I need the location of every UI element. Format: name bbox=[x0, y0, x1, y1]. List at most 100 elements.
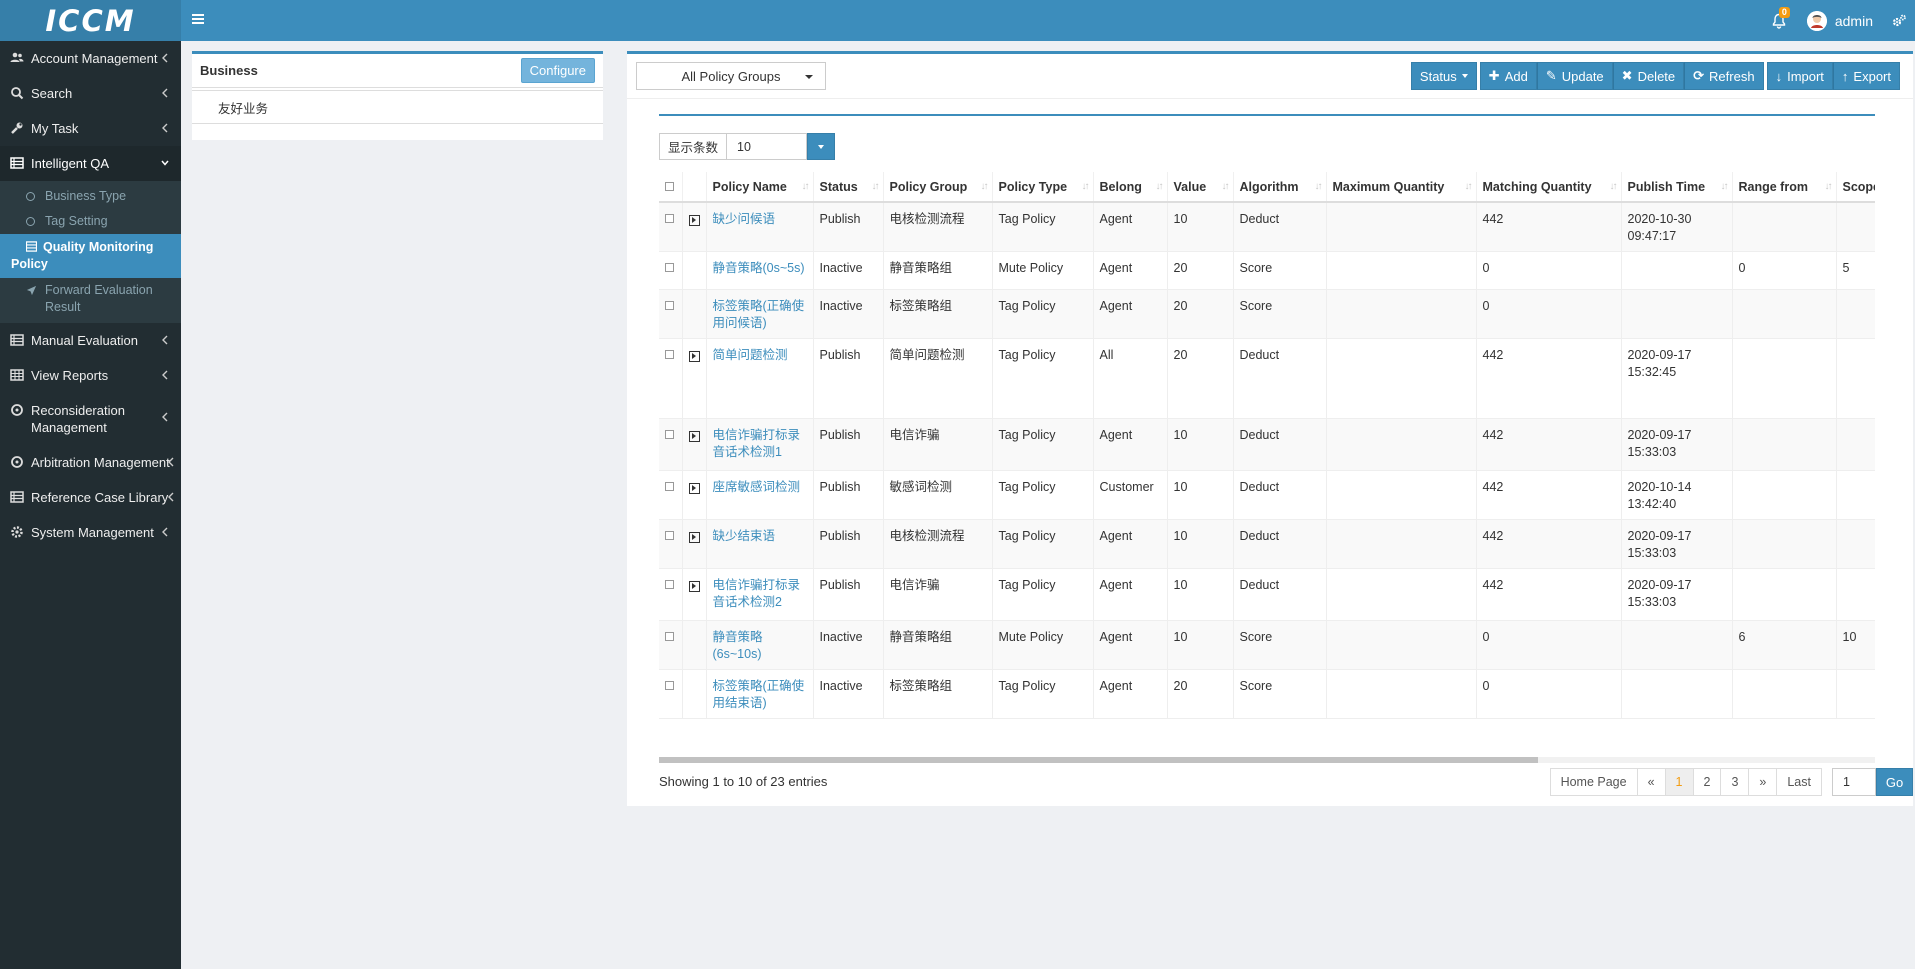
pager-page-2[interactable]: 2 bbox=[1693, 768, 1722, 796]
expand-row-icon[interactable] bbox=[688, 350, 700, 362]
row-checkbox-cell[interactable] bbox=[659, 338, 683, 419]
column-header-maximum-quantity[interactable]: Maximum Quantity ↓↑ bbox=[1326, 172, 1477, 203]
sidebar-subitem-business-type[interactable]: Business Type bbox=[0, 181, 181, 209]
row-checkbox-cell[interactable] bbox=[659, 568, 683, 621]
gears-icon[interactable] bbox=[1891, 13, 1907, 29]
user-name[interactable]: admin bbox=[1834, 12, 1873, 29]
table-row[interactable]: 缺少问候语 Publish 电核检测流程 Tag Policy Agent 10 Deduc… bbox=[659, 202, 1875, 252]
column-header-policy-name[interactable]: Policy Name ↓↑ bbox=[706, 172, 814, 203]
scrollbar-thumb[interactable] bbox=[659, 757, 1538, 763]
table-row[interactable]: 简单问题检测 Publish 简单问题检测 Tag Policy All 20 Deduct… bbox=[659, 338, 1875, 419]
column-header-status[interactable]: Status ↓↑ bbox=[813, 172, 884, 203]
expand-row-icon[interactable] bbox=[688, 580, 700, 592]
policy-name-link[interactable]: 静音策略(0s~5s) bbox=[712, 261, 805, 275]
column-header-policy-group[interactable]: Policy Group ↓↑ bbox=[883, 172, 993, 203]
table-row[interactable]: 座席敏感词检测 Publish 敏感词检测 Tag Policy Customer 10 D… bbox=[659, 470, 1875, 520]
sidebar-toggle-icon[interactable] bbox=[192, 12, 204, 28]
sidebar-item-arbitration-management[interactable]: Arbitration Management bbox=[0, 445, 181, 480]
configure-button[interactable]: Configure bbox=[520, 58, 595, 83]
sidebar-subitem-forward-evaluation-result[interactable]: Forward Evaluation Result bbox=[0, 278, 181, 323]
sidebar-item-search[interactable]: Search bbox=[0, 76, 181, 111]
policy-name-link[interactable]: 缺少结束语 bbox=[712, 529, 776, 543]
row-expander-cell[interactable] bbox=[682, 519, 707, 569]
column-header-algorithm[interactable]: Algorithm ↓↑ bbox=[1233, 172, 1327, 203]
policy-name-link[interactable]: 缺少问候语 bbox=[712, 212, 776, 226]
row-checkbox[interactable] bbox=[665, 482, 674, 491]
sidebar-item-my-task[interactable]: My Task bbox=[0, 111, 181, 146]
column-header-range-from[interactable]: Range from ↓↑ bbox=[1732, 172, 1837, 203]
row-checkbox-cell[interactable] bbox=[659, 202, 683, 252]
policy-name-link[interactable]: 静音策略(6s~10s) bbox=[712, 630, 763, 661]
policy-table-container[interactable]: Policy Name ↓↑ Status ↓↑ Policy Group ↓↑ Po… bbox=[659, 172, 1875, 756]
select-all-checkbox[interactable] bbox=[665, 182, 674, 191]
sidebar-item-view-reports[interactable]: View Reports bbox=[0, 358, 181, 393]
pager-last[interactable]: Last bbox=[1777, 768, 1822, 796]
expand-row-icon[interactable] bbox=[688, 482, 700, 494]
row-expander-cell[interactable] bbox=[682, 338, 707, 419]
expand-row-icon[interactable] bbox=[688, 214, 700, 226]
sidebar-item-manual-evaluation[interactable]: Manual Evaluation bbox=[0, 323, 181, 358]
table-row[interactable]: 标签策略(正确使用结束语) Inactive 标签策略组 Tag Policy Agen… bbox=[659, 669, 1875, 719]
user-avatar[interactable] bbox=[1806, 10, 1827, 31]
row-checkbox[interactable] bbox=[665, 430, 674, 439]
export-button[interactable]: ↑ Export bbox=[1832, 62, 1900, 90]
column-header-publish-time[interactable]: Publish Time ↓↑ bbox=[1621, 172, 1733, 203]
policy-name-link[interactable]: 电信诈骗打标录音话术检测1 bbox=[712, 428, 801, 459]
row-checkbox[interactable] bbox=[665, 301, 674, 310]
column-header-value[interactable]: Value ↓↑ bbox=[1167, 172, 1234, 203]
row-expander-cell[interactable] bbox=[682, 470, 707, 520]
horizontal-scrollbar[interactable] bbox=[659, 757, 1875, 763]
row-checkbox-cell[interactable] bbox=[659, 418, 683, 471]
table-row[interactable]: 缺少结束语 Publish 电核检测流程 Tag Policy Agent 10 Deduc… bbox=[659, 519, 1875, 569]
column-header-policy-type[interactable]: Policy Type ↓↑ bbox=[992, 172, 1094, 203]
sidebar-item-account-management[interactable]: Account Management bbox=[0, 41, 181, 76]
sidebar-item-system-management[interactable]: System Management bbox=[0, 515, 181, 550]
pager-home-page[interactable]: Home Page bbox=[1549, 768, 1638, 796]
select-all-checkbox-cell[interactable] bbox=[659, 172, 683, 203]
page-size-dropdown-button[interactable] bbox=[807, 133, 836, 160]
row-checkbox[interactable] bbox=[665, 350, 674, 359]
sidebar-item-reference-case-library[interactable]: Reference Case Library bbox=[0, 480, 181, 515]
row-checkbox-cell[interactable] bbox=[659, 289, 683, 339]
row-expander-cell[interactable] bbox=[682, 202, 707, 252]
row-checkbox-cell[interactable] bbox=[659, 470, 683, 520]
policy-name-link[interactable]: 座席敏感词检测 bbox=[712, 480, 801, 494]
table-row[interactable]: 电信诈骗打标录音话术检测2 Publish 电信诈骗 Tag Policy Agent 1… bbox=[659, 568, 1875, 621]
policy-name-link[interactable]: 标签策略(正确使用结束语) bbox=[712, 679, 805, 710]
policy-name-link[interactable]: 标签策略(正确使用问候语) bbox=[712, 299, 805, 330]
row-checkbox-cell[interactable] bbox=[659, 669, 683, 719]
row-checkbox-cell[interactable] bbox=[659, 519, 683, 569]
row-checkbox[interactable] bbox=[665, 681, 674, 690]
status-dropdown-button[interactable]: Status bbox=[1410, 62, 1477, 90]
policy-name-link[interactable]: 简单问题检测 bbox=[712, 348, 788, 362]
sidebar-subitem-quality-monitoring-policy[interactable]: Quality Monitoring Policy bbox=[0, 234, 181, 278]
row-checkbox[interactable] bbox=[665, 531, 674, 540]
pager-prev[interactable]: « bbox=[1637, 768, 1666, 796]
sidebar-subitem-tag-setting[interactable]: Tag Setting bbox=[0, 209, 181, 234]
go-to-page-input[interactable]: 1 bbox=[1832, 768, 1876, 796]
app-logo[interactable]: ICCM bbox=[0, 0, 181, 41]
pager-page-3[interactable]: 3 bbox=[1721, 768, 1750, 796]
expand-row-icon[interactable] bbox=[688, 531, 700, 543]
row-checkbox[interactable] bbox=[665, 632, 674, 641]
row-checkbox-cell[interactable] bbox=[659, 620, 683, 670]
policy-group-select[interactable]: All Policy Groups bbox=[636, 62, 826, 90]
policy-name-link[interactable]: 电信诈骗打标录音话术检测2 bbox=[712, 578, 801, 609]
row-checkbox[interactable] bbox=[665, 580, 674, 589]
sidebar-item-reconsideration-management[interactable]: Reconsideration Management bbox=[0, 393, 181, 445]
column-header-matching-quantity[interactable]: Matching Quantity ↓↑ bbox=[1476, 172, 1622, 203]
row-checkbox-cell[interactable] bbox=[659, 251, 683, 290]
pager-page-1[interactable]: 1 bbox=[1665, 768, 1694, 796]
add-button[interactable]: ✚ Add bbox=[1479, 62, 1537, 90]
column-header-belong[interactable]: Belong ↓↑ bbox=[1093, 172, 1168, 203]
row-expander-cell[interactable] bbox=[682, 418, 707, 471]
row-checkbox[interactable] bbox=[665, 263, 674, 272]
business-list-item[interactable]: 友好业务 bbox=[192, 90, 603, 124]
column-header-scope[interactable]: Scope bbox=[1836, 172, 1875, 203]
expand-row-icon[interactable] bbox=[688, 430, 700, 442]
go-button[interactable]: Go bbox=[1876, 768, 1913, 796]
table-row[interactable]: 标签策略(正确使用问候语) Inactive 标签策略组 Tag Policy Agen… bbox=[659, 289, 1875, 339]
page-size-input[interactable]: 10 bbox=[727, 133, 808, 160]
refresh-button[interactable]: ⟳ Refresh bbox=[1684, 62, 1764, 90]
import-button[interactable]: ↓ Import bbox=[1766, 62, 1833, 90]
